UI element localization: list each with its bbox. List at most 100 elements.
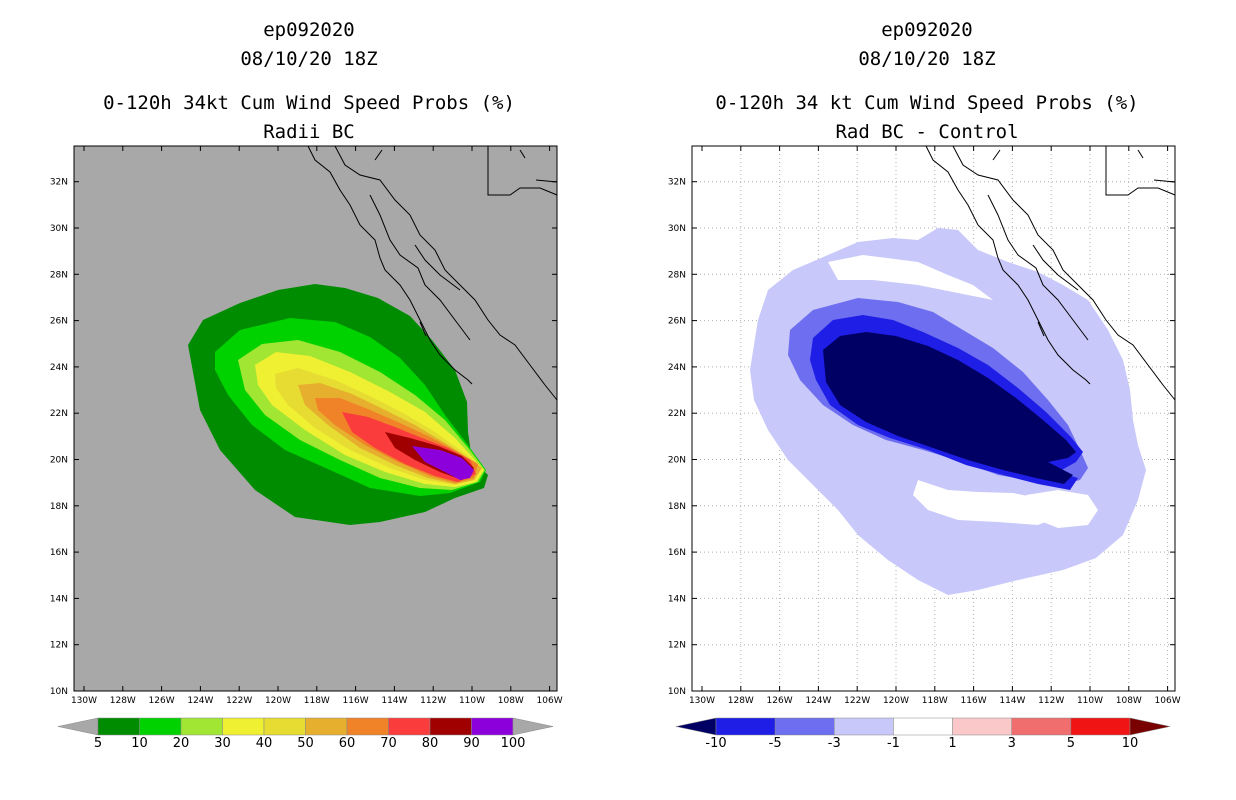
legend-swatch	[305, 717, 348, 736]
lat-label: 14N	[50, 594, 68, 604]
lat-label: 16N	[668, 548, 686, 558]
lat-label: 24N	[50, 363, 68, 373]
lat-label: 16N	[50, 548, 68, 558]
diff-minus10-contour	[823, 332, 1076, 484]
legend-swatch	[57, 717, 99, 736]
legend-label: 5	[94, 736, 102, 751]
lon-label: 106W	[1155, 696, 1181, 706]
legend-swatch	[263, 717, 306, 736]
lat-label: 12N	[668, 641, 686, 651]
lat-label: 24N	[668, 363, 686, 373]
legend-swatch	[139, 717, 182, 736]
lat-label: 32N	[668, 178, 686, 188]
lon-label: 130W	[689, 696, 715, 706]
lon-label: 120W	[883, 696, 909, 706]
legend-label: -10	[705, 736, 726, 751]
legend-label: 5	[1067, 736, 1075, 751]
lon-label: 118W	[304, 696, 330, 706]
legend-label: 60	[339, 736, 356, 751]
color-legend: 5 10 20 30 40 50 60 70 80 90 100	[57, 717, 554, 751]
date-title: 08/10/20 18Z	[858, 48, 996, 70]
date-title: 08/10/20 18Z	[240, 48, 378, 70]
diff-white-gap	[828, 255, 993, 300]
lat-label: 26N	[668, 317, 686, 327]
lat-label: 22N	[50, 409, 68, 419]
lat-label: 28N	[50, 270, 68, 280]
legend-label: 1	[948, 736, 956, 751]
lon-label: 118W	[922, 696, 948, 706]
lat-label: 20N	[668, 456, 686, 466]
storm-id-title: ep092020	[263, 19, 355, 41]
lon-label: 120W	[265, 696, 291, 706]
lat-label: 30N	[668, 224, 686, 234]
color-legend: -10 -5 -3 -1 1 3 5 10	[675, 717, 1171, 751]
legend-swatch	[97, 717, 140, 736]
lon-label: 130W	[71, 696, 97, 706]
legend-swatch	[952, 717, 1012, 736]
lat-label: 30N	[50, 224, 68, 234]
legend-swatch	[715, 717, 776, 736]
lat-label: 26N	[50, 317, 68, 327]
lon-label: 114W	[999, 696, 1025, 706]
legend-swatch	[774, 717, 835, 736]
legend-label: -1	[887, 736, 900, 751]
left-map-svg: 10N 12N 14N 16N 18N 20N 22N 24N 26N 28N 30N 32N 130…	[50, 145, 563, 751]
lat-label: 10N	[668, 687, 686, 697]
right-panel: ep092020 08/10/20 18Z 0-120h 34 kt Cum W…	[618, 0, 1236, 800]
legend-label: 40	[256, 736, 273, 751]
lon-label: 124W	[187, 696, 213, 706]
lon-label: 112W	[1038, 696, 1064, 706]
legend-swatch	[346, 717, 389, 736]
diff-white-gap	[913, 480, 1063, 525]
lat-label: 18N	[50, 502, 68, 512]
coastline-lines	[307, 145, 558, 401]
legend-label: 80	[422, 736, 439, 751]
lat-label: 20N	[50, 456, 68, 466]
legend-label: 50	[297, 736, 314, 751]
lon-labels: 130W 128W 126W 124W 122W 120W 118W 116W 114W 112W…	[689, 696, 1181, 706]
legend-label: 30	[214, 736, 231, 751]
coastline-lines	[925, 145, 1176, 401]
legend-swatch	[893, 717, 953, 736]
left-panel: ep092020 08/10/20 18Z 0-120h 34kt Cum Wi…	[50, 19, 563, 751]
axis-ticks	[692, 146, 1175, 692]
diff-white-gap	[1026, 490, 1098, 528]
legend-label: 10	[131, 736, 148, 751]
lon-label: 108W	[498, 696, 524, 706]
legend-label: 10	[1122, 736, 1139, 751]
subtitle: Rad BC - Control	[835, 121, 1019, 143]
legend-label: 20	[173, 736, 190, 751]
legend-swatch	[675, 717, 717, 736]
legend-label: 100	[501, 736, 526, 751]
legend-label: 70	[380, 736, 397, 751]
lat-labels: 10N 12N 14N 16N 18N 20N 22N 24N 26N 28N 30N 32N	[668, 178, 686, 697]
axis-ticks	[74, 146, 557, 692]
legend-swatch	[471, 717, 514, 736]
lat-label: 22N	[668, 409, 686, 419]
lon-label: 114W	[381, 696, 407, 706]
lon-label: 128W	[110, 696, 136, 706]
subtitle: Radii BC	[263, 121, 355, 143]
legend-label: -3	[828, 736, 841, 751]
lon-label: 110W	[459, 696, 485, 706]
prob-100-contour	[430, 452, 470, 476]
lon-label: 124W	[805, 696, 831, 706]
legend-swatch	[222, 717, 265, 736]
lat-label: 28N	[668, 270, 686, 280]
lon-label: 122W	[226, 696, 252, 706]
legend-label: 3	[1008, 736, 1016, 751]
lat-labels: 10N 12N 14N 16N 18N 20N 22N 24N 26N 28N 30N 32N	[50, 178, 68, 697]
map-frame	[691, 145, 1176, 692]
legend-swatch	[1129, 717, 1171, 736]
legend-swatch	[180, 717, 223, 736]
storm-id-title: ep092020	[881, 19, 973, 41]
lon-label: 116W	[961, 696, 987, 706]
lon-label: 110W	[1077, 696, 1103, 706]
legend-swatch	[388, 717, 431, 736]
lat-label: 14N	[668, 594, 686, 604]
lon-label: 112W	[420, 696, 446, 706]
legend-swatch	[429, 717, 472, 736]
legend-swatch	[1070, 717, 1131, 736]
lat-label: 12N	[50, 641, 68, 651]
lon-label: 126W	[149, 696, 175, 706]
